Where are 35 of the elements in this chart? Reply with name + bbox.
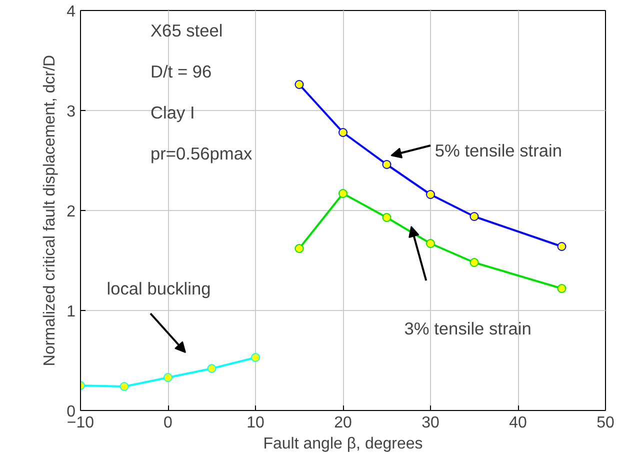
point — [382, 213, 392, 222]
point — [557, 284, 566, 293]
point — [557, 242, 566, 251]
point — [294, 80, 304, 89]
text: 3% tensile strain — [404, 318, 532, 338]
annotation: X65 steel — [150, 20, 223, 40]
y-axis-title: Normalized critical fault displacement, dcr/D — [42, 54, 59, 366]
point — [251, 353, 260, 362]
series-label: 5% tensile strain — [434, 140, 562, 160]
y-tick-label: 4 — [66, 4, 76, 20]
x-tick-label: 40 — [509, 414, 527, 432]
y-tick-label: 1 — [66, 304, 76, 320]
point — [426, 190, 435, 199]
x-tick-label: 20 — [334, 414, 352, 432]
annotation: Clay I — [150, 102, 195, 122]
point — [470, 212, 479, 221]
point — [426, 239, 435, 248]
text: local buckling — [106, 278, 211, 298]
point — [382, 160, 392, 169]
point — [338, 189, 348, 198]
y-tick-label: 3 — [66, 104, 76, 120]
y-tick-label: 2 — [66, 204, 76, 220]
point — [164, 373, 172, 382]
point — [294, 244, 304, 253]
x-tick-label: 0 — [164, 414, 173, 432]
x-tick-label: 50 — [596, 414, 614, 432]
point — [207, 364, 216, 373]
point — [338, 128, 348, 137]
x-axis-title: Fault angle β, degrees — [263, 436, 423, 452]
annotation: D/t = 96 — [150, 62, 212, 82]
point — [120, 382, 129, 391]
annotation: pr=0.56pmax — [150, 144, 252, 164]
x-tick-label: 30 — [422, 414, 440, 432]
point — [470, 258, 479, 267]
x-tick-label: 10 — [246, 414, 264, 432]
